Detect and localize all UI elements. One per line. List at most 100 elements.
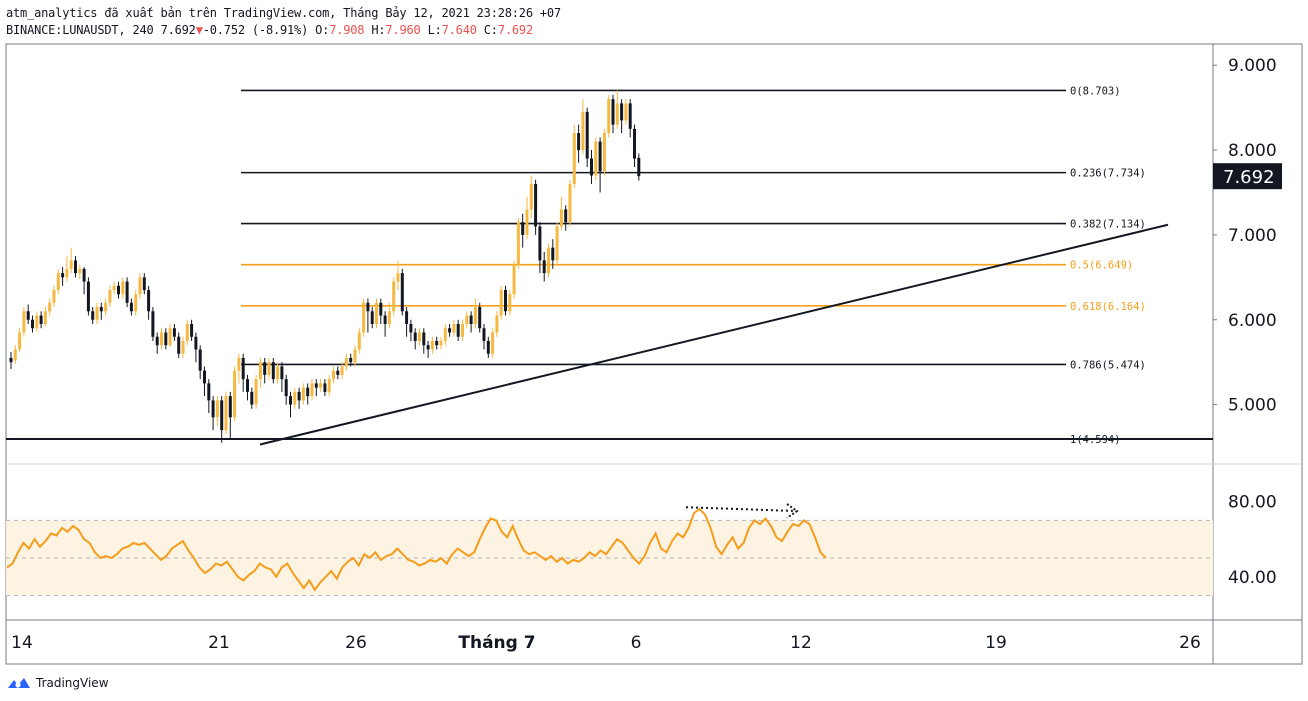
publish-info: atm_analytics đã xuất bản trên TradingVi… xyxy=(6,6,561,20)
fib-level-label: 0(8.703) xyxy=(1070,85,1121,97)
candle-body xyxy=(112,285,116,291)
candle-body xyxy=(190,324,194,337)
candle-body xyxy=(602,133,606,172)
publish-info-text: atm_analytics đã xuất bản trên TradingVi… xyxy=(6,6,561,20)
candle-body xyxy=(185,324,189,341)
candle-body xyxy=(400,273,404,312)
candle-body xyxy=(577,133,581,151)
candle-body xyxy=(452,324,456,333)
candle-body xyxy=(293,391,297,405)
candle-body xyxy=(607,99,611,134)
open-label: O: xyxy=(315,23,330,37)
candle-body xyxy=(336,370,340,375)
candle-body xyxy=(418,332,421,341)
price-tick-label: 9.000 xyxy=(1228,56,1277,76)
candle-body xyxy=(357,332,361,350)
candle-body xyxy=(233,370,237,418)
candle-body xyxy=(48,302,52,312)
brand-label: TradingView xyxy=(36,676,109,690)
candle-body xyxy=(585,111,589,159)
candle-body xyxy=(405,311,409,324)
trendline[interactable] xyxy=(259,223,1169,446)
candle-body xyxy=(203,370,206,384)
candle-body xyxy=(18,332,22,350)
tradingview-brand[interactable]: TradingView xyxy=(6,674,109,692)
candle-body xyxy=(461,324,464,337)
candle-body xyxy=(353,349,357,363)
candle-body xyxy=(78,268,82,274)
candle-body xyxy=(383,315,387,324)
candle-body xyxy=(151,311,155,337)
candle-body xyxy=(637,157,641,177)
time-tick-label: 6 xyxy=(631,633,642,653)
candle-body xyxy=(568,184,572,223)
candle-body xyxy=(82,268,86,282)
last-price-tag-label: 7.692 xyxy=(1223,167,1275,188)
candle-body xyxy=(160,332,163,346)
candle-body xyxy=(220,400,224,431)
candle-body xyxy=(594,141,598,176)
candle-body xyxy=(31,319,34,329)
candle-body xyxy=(344,357,348,367)
candle-body xyxy=(392,281,396,312)
candle-body xyxy=(168,328,172,346)
candle-body xyxy=(246,379,249,392)
low-label: L: xyxy=(427,23,442,37)
fib-level-label: 0.618(6.164) xyxy=(1070,301,1146,313)
candle-body xyxy=(456,324,460,337)
last-price-tag xyxy=(1213,163,1282,190)
candle-body xyxy=(542,260,546,274)
candle-body xyxy=(422,332,426,346)
candle-body xyxy=(375,302,378,324)
candle-body xyxy=(13,349,17,361)
rsi-line xyxy=(6,507,827,592)
candle-body xyxy=(379,302,383,316)
fib-level-label: 0.382(7.134) xyxy=(1070,219,1146,231)
candle-body xyxy=(435,340,439,346)
rsi-tick-label: 80.00 xyxy=(1228,493,1277,513)
candle-body xyxy=(267,362,271,375)
candle-body xyxy=(538,226,542,261)
candle-body xyxy=(39,315,43,324)
candle-body xyxy=(370,311,374,324)
candle-body xyxy=(61,273,65,278)
candle-body xyxy=(534,184,538,227)
candle-body xyxy=(301,387,305,401)
candle-body xyxy=(327,379,331,392)
candle-body xyxy=(504,290,507,312)
candle-body xyxy=(628,103,632,129)
candle-body xyxy=(387,311,391,324)
candle-body xyxy=(254,379,258,405)
candle-body xyxy=(241,357,245,380)
candle-body xyxy=(426,345,430,350)
candle-body xyxy=(138,277,142,295)
candle-body xyxy=(512,264,516,295)
divergence-arrow-head-icon xyxy=(786,503,799,519)
candle-body xyxy=(482,328,486,341)
candle-body xyxy=(491,332,495,354)
candle-body xyxy=(74,260,77,274)
candle-body xyxy=(198,349,202,371)
candle-body xyxy=(117,285,120,295)
candle-body xyxy=(43,311,47,324)
candle-body xyxy=(529,184,533,210)
candle-body xyxy=(250,391,254,405)
candle-body xyxy=(314,383,318,388)
time-tick-label: 14 xyxy=(11,633,33,653)
candle-body xyxy=(263,362,267,375)
divergence-arrow[interactable] xyxy=(685,506,796,512)
candle-body xyxy=(396,273,400,282)
candle-body xyxy=(516,222,520,265)
price-tick-label: 5.000 xyxy=(1228,396,1277,416)
time-tick-label: 19 xyxy=(985,633,1007,653)
candle-body xyxy=(443,328,447,341)
candle-body xyxy=(276,366,280,380)
candle-body xyxy=(164,332,168,346)
candle-body xyxy=(271,362,275,380)
candle-body xyxy=(495,315,499,333)
ohlc-legend: BINANCE:LUNAUSDT, 240 7.692▼-0.752 (-8.9… xyxy=(6,23,533,37)
candle-body xyxy=(215,400,219,418)
candle-body xyxy=(465,315,469,324)
candle-body xyxy=(172,328,176,337)
